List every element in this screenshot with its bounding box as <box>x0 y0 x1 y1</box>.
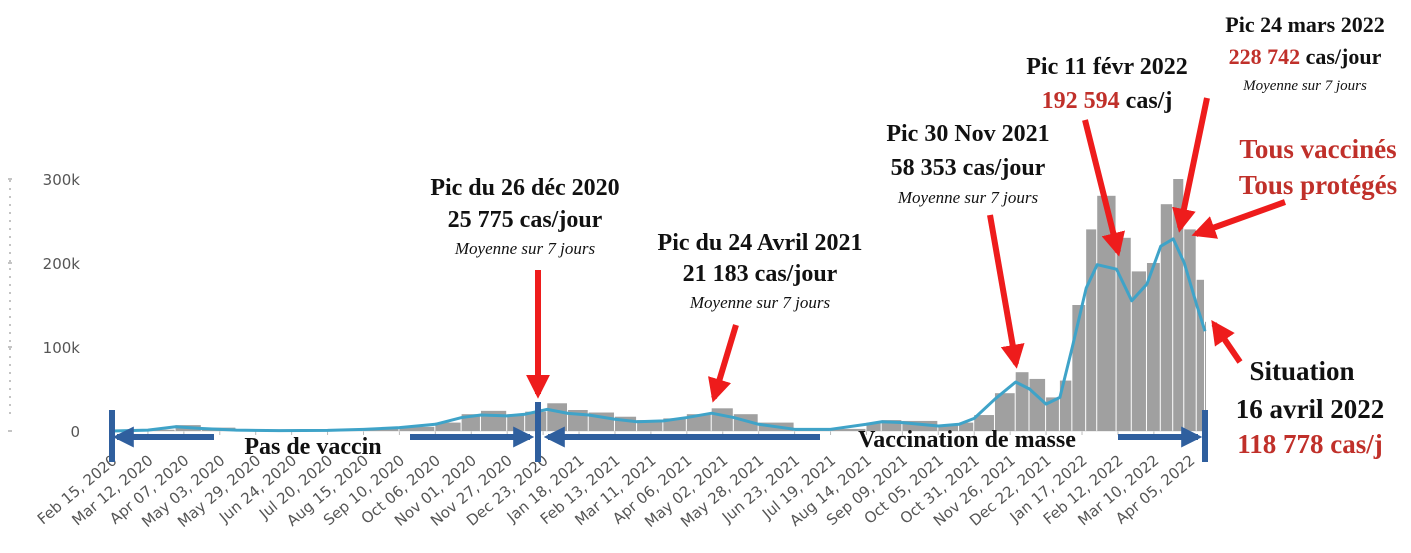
bar <box>1086 229 1097 431</box>
slogan: Tous protégés <box>1239 170 1397 200</box>
annotation-unit: cas/jour <box>1306 44 1382 69</box>
annotation: Pic du 24 Avril 2021 <box>658 230 863 256</box>
annotation: Pic 24 mars 2022 <box>1225 12 1384 37</box>
annotation-value: 192 594 <box>1042 88 1120 114</box>
bar <box>711 408 733 431</box>
bar <box>959 422 974 431</box>
bar <box>974 415 994 431</box>
bar <box>147 429 175 431</box>
y-tick-label: 300k <box>43 171 81 189</box>
annotation: 21 183 cas/jour <box>683 261 838 287</box>
annotation: Moyenne sur 7 jours <box>454 239 596 258</box>
bar <box>1046 397 1059 431</box>
annotation: 58 353 cas/jour <box>891 155 1046 181</box>
bar <box>399 426 435 431</box>
bar <box>1116 237 1131 431</box>
bar <box>1029 378 1046 431</box>
red-arrows <box>526 97 1287 403</box>
bar <box>435 422 461 431</box>
annotation-unit: cas/j <box>1126 88 1173 114</box>
annotation: Pic 30 Nov 2021 <box>886 121 1049 147</box>
annotation: 118 778 cas/j <box>1237 429 1383 459</box>
bar <box>881 420 902 431</box>
annotation: Pic 11 févr 2022 <box>1026 54 1188 80</box>
bar <box>1184 229 1196 431</box>
phase-label: Pas de vaccin <box>244 434 381 460</box>
bar <box>547 403 567 431</box>
bar <box>1196 279 1204 431</box>
annotation: Situation <box>1249 356 1354 386</box>
bar <box>1146 263 1160 431</box>
bar <box>1059 380 1072 431</box>
bar <box>1131 271 1146 431</box>
slogan: Tous vaccinés <box>1239 134 1396 164</box>
annotation: Moyenne sur 7 jours <box>1242 78 1367 94</box>
y-tick-label: 0 <box>70 423 80 441</box>
annotation: 16 avril 2022 <box>1236 394 1385 424</box>
bar <box>686 414 711 431</box>
annotation: Moyenne sur 7 jours <box>897 188 1039 207</box>
annotation: 228 742 cas/jour <box>1229 44 1382 69</box>
bar <box>1205 321 1206 431</box>
bar <box>902 420 938 431</box>
line <box>111 237 1207 433</box>
bar <box>1015 372 1029 431</box>
annotation-value: 228 742 <box>1229 44 1301 69</box>
bar <box>637 420 663 431</box>
y-tick-label: 100k <box>43 339 81 357</box>
phase-label: Vaccination de masse <box>858 427 1076 453</box>
annotation: 192 594 cas/j <box>1042 88 1173 114</box>
bar <box>994 393 1015 431</box>
annotation: Moyenne sur 7 jours <box>689 293 831 312</box>
bar <box>1160 204 1173 431</box>
bar <box>866 422 881 431</box>
annotation: Pic du 26 déc 2020 <box>430 175 619 201</box>
bar <box>938 425 959 431</box>
y-tick-label: 200k <box>43 255 81 273</box>
annotation: 25 775 cas/jour <box>448 207 603 233</box>
annotations: Pic du 26 déc 2020 25 775 cas/jour Moyen… <box>109 12 1397 462</box>
bar <box>1173 179 1184 431</box>
bar <box>830 428 866 431</box>
phase-markers <box>109 402 1208 462</box>
